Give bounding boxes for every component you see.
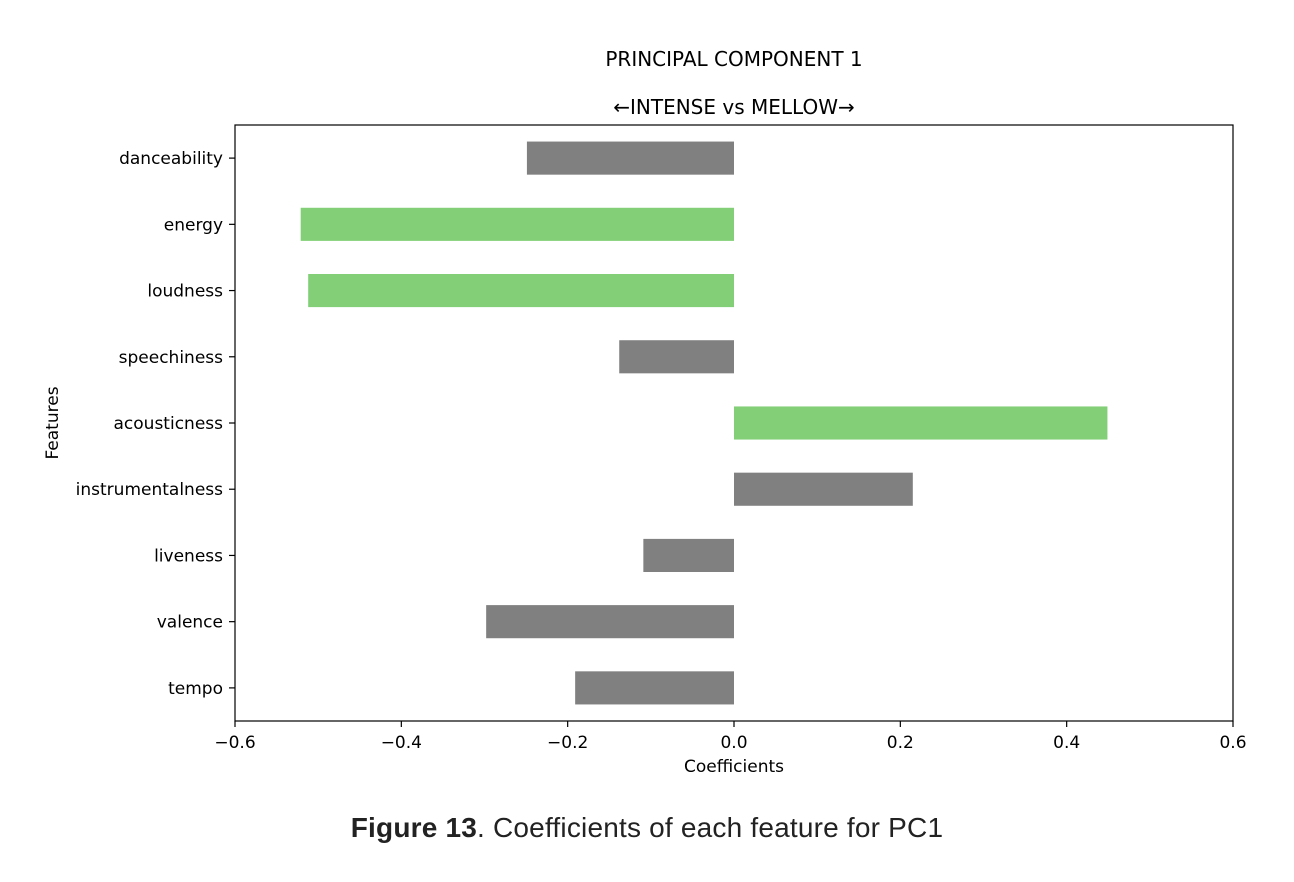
bar-instrumentalness	[734, 472, 913, 506]
x-tick-label: −0.2	[547, 733, 588, 753]
bar-liveness	[643, 538, 734, 572]
y-tick-label-instrumentalness: instrumentalness	[76, 480, 223, 500]
y-tick-label-energy: energy	[164, 215, 223, 235]
x-ticks-group: −0.6 −0.4 −0.2 0.0 0.2 0.4 0.6	[214, 721, 1247, 753]
x-tick-label: 0.0	[720, 733, 747, 753]
plot-frame	[234, 124, 1234, 722]
bar-danceability	[526, 141, 734, 175]
bar-loudness	[308, 274, 734, 308]
y-axis-label: Features	[43, 386, 63, 459]
figure-caption-label: Figure 13	[350, 812, 478, 843]
y-ticks-group: danceability energy loudness speechiness aco…	[76, 149, 235, 699]
bar-tempo	[575, 671, 734, 705]
bar-chart: PRINCIPAL COMPONENT 1 ←INTENSE vs MELLOW…	[43, 47, 1247, 777]
bar-speechiness	[619, 340, 734, 374]
y-tick-label-acousticness: acousticness	[114, 414, 224, 434]
y-tick-label-loudness: loudness	[147, 282, 223, 302]
bar-acousticness	[734, 406, 1108, 440]
y-tick-label-danceability: danceability	[119, 149, 223, 169]
figure-caption-text: . Coefficients of each feature for PC1	[477, 812, 944, 843]
x-tick-label: 0.2	[887, 733, 914, 753]
bar-valence	[486, 605, 734, 639]
y-tick-label-speechiness: speechiness	[119, 348, 224, 368]
chart-subtitle: ←INTENSE vs MELLOW→	[613, 95, 854, 119]
bars-group	[300, 141, 1108, 705]
x-axis-label: Coefficients	[684, 757, 784, 777]
y-tick-label-valence: valence	[157, 613, 223, 633]
x-tick-label: 0.4	[1053, 733, 1080, 753]
y-tick-label-liveness: liveness	[154, 546, 223, 566]
y-tick-label-tempo: tempo	[168, 679, 223, 699]
x-tick-label: −0.6	[214, 733, 255, 753]
x-tick-label: −0.4	[381, 733, 422, 753]
bar-energy	[300, 207, 734, 241]
figure-caption: Figure 13. Coefficients of each feature …	[0, 812, 1294, 844]
chart-title: PRINCIPAL COMPONENT 1	[605, 47, 862, 71]
x-tick-label: 0.6	[1219, 733, 1246, 753]
